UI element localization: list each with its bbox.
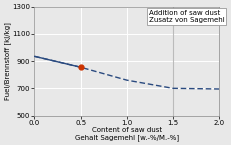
Y-axis label: Fuel/Brennstoff [kJ/kg]: Fuel/Brennstoff [kJ/kg] [4, 22, 11, 100]
Text: Addition of saw dust
Zusatz von Sagemehl: Addition of saw dust Zusatz von Sagemehl [149, 10, 225, 23]
X-axis label: Content of saw dust
Gehalt Sagemehl [w.-%/M.-%]: Content of saw dust Gehalt Sagemehl [w.-… [75, 127, 179, 141]
